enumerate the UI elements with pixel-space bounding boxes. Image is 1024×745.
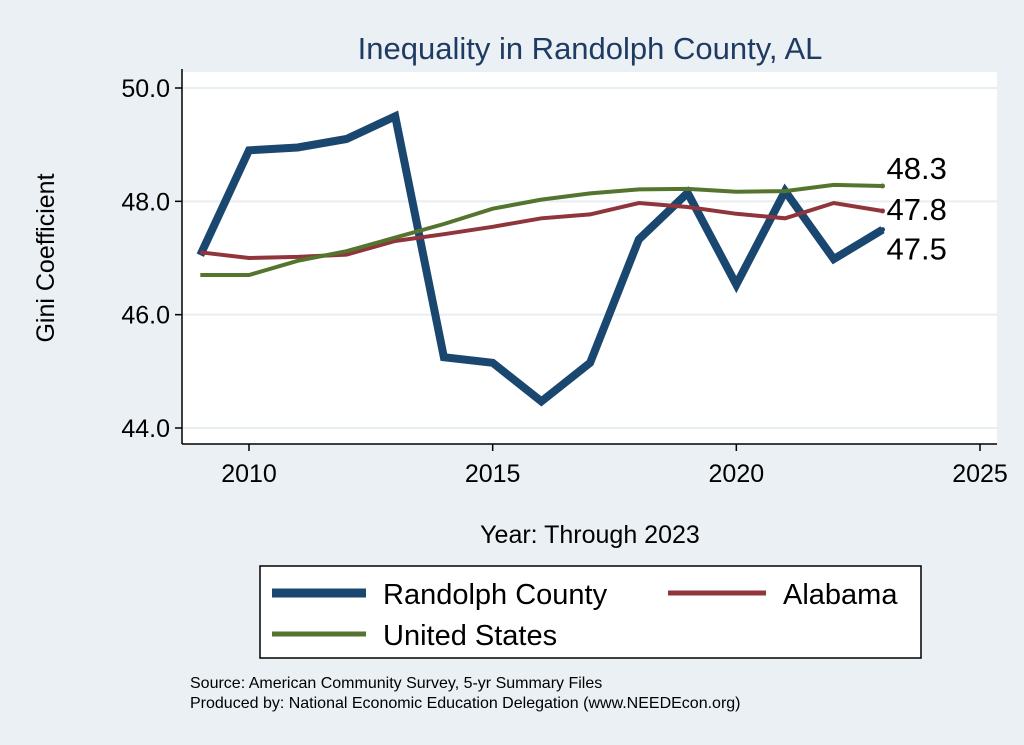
y-tick-label-48.0: 48.0	[121, 188, 170, 216]
x-tick-label-2015: 2015	[465, 460, 521, 488]
end-marker-randolph-county	[880, 227, 886, 233]
end-labels: 47.5 47.8 48.3	[880, 151, 947, 267]
y-tick-label-50.0: 50.0	[121, 75, 170, 103]
axes	[181, 69, 997, 445]
source-note: Source: American Community Survey, 5-yr …	[190, 675, 602, 692]
legend-label-alabama: Alabama	[783, 579, 898, 611]
gridlines	[182, 87, 997, 429]
end-label-united-states: 48.3	[887, 151, 947, 186]
y-tick-label-46.0: 46.0	[121, 302, 170, 330]
end-marker-alabama	[880, 208, 886, 214]
ticks: 44.0 46.0 48.0 50.0 2010 2015 2020 2025	[121, 75, 1007, 488]
chart-title: Inequality in Randolph County, AL	[358, 31, 823, 66]
x-tick-label-2010: 2010	[221, 460, 277, 488]
end-marker-united-states	[880, 183, 886, 189]
legend-box	[259, 565, 922, 659]
series-line-randolph-county	[196, 110, 885, 407]
x-tick-label-2020: 2020	[709, 460, 765, 488]
series-line-united-states	[200, 182, 883, 277]
y-axis-label: Gini Coefficient	[32, 173, 60, 342]
produced-by-note: Produced by: National Economic Education…	[190, 695, 741, 712]
x-axis-label: Year: Through 2023	[480, 521, 700, 549]
end-label-randolph-county: 47.5	[887, 232, 947, 267]
legend-label-united-states: United States	[383, 620, 557, 652]
series-lines	[196, 110, 885, 407]
x-tick-label-2025: 2025	[952, 460, 1008, 488]
legend: Randolph County Alabama United States	[259, 565, 922, 659]
end-label-alabama: 47.8	[887, 192, 947, 227]
legend-label-randolph-county: Randolph County	[383, 579, 608, 611]
y-tick-label-44.0: 44.0	[121, 415, 170, 443]
